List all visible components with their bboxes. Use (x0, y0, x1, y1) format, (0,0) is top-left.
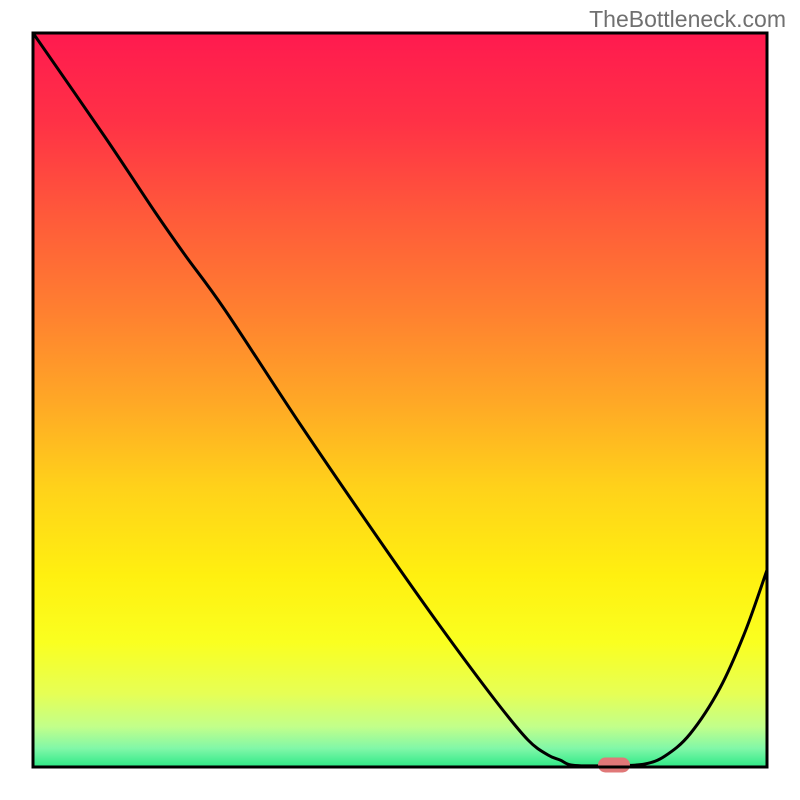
bottleneck-curve-chart: TheBottleneck.com (0, 0, 800, 800)
watermark-text: TheBottleneck.com (589, 6, 786, 33)
gradient-background (33, 33, 767, 767)
chart-svg (0, 0, 800, 800)
optimal-marker (598, 758, 630, 773)
